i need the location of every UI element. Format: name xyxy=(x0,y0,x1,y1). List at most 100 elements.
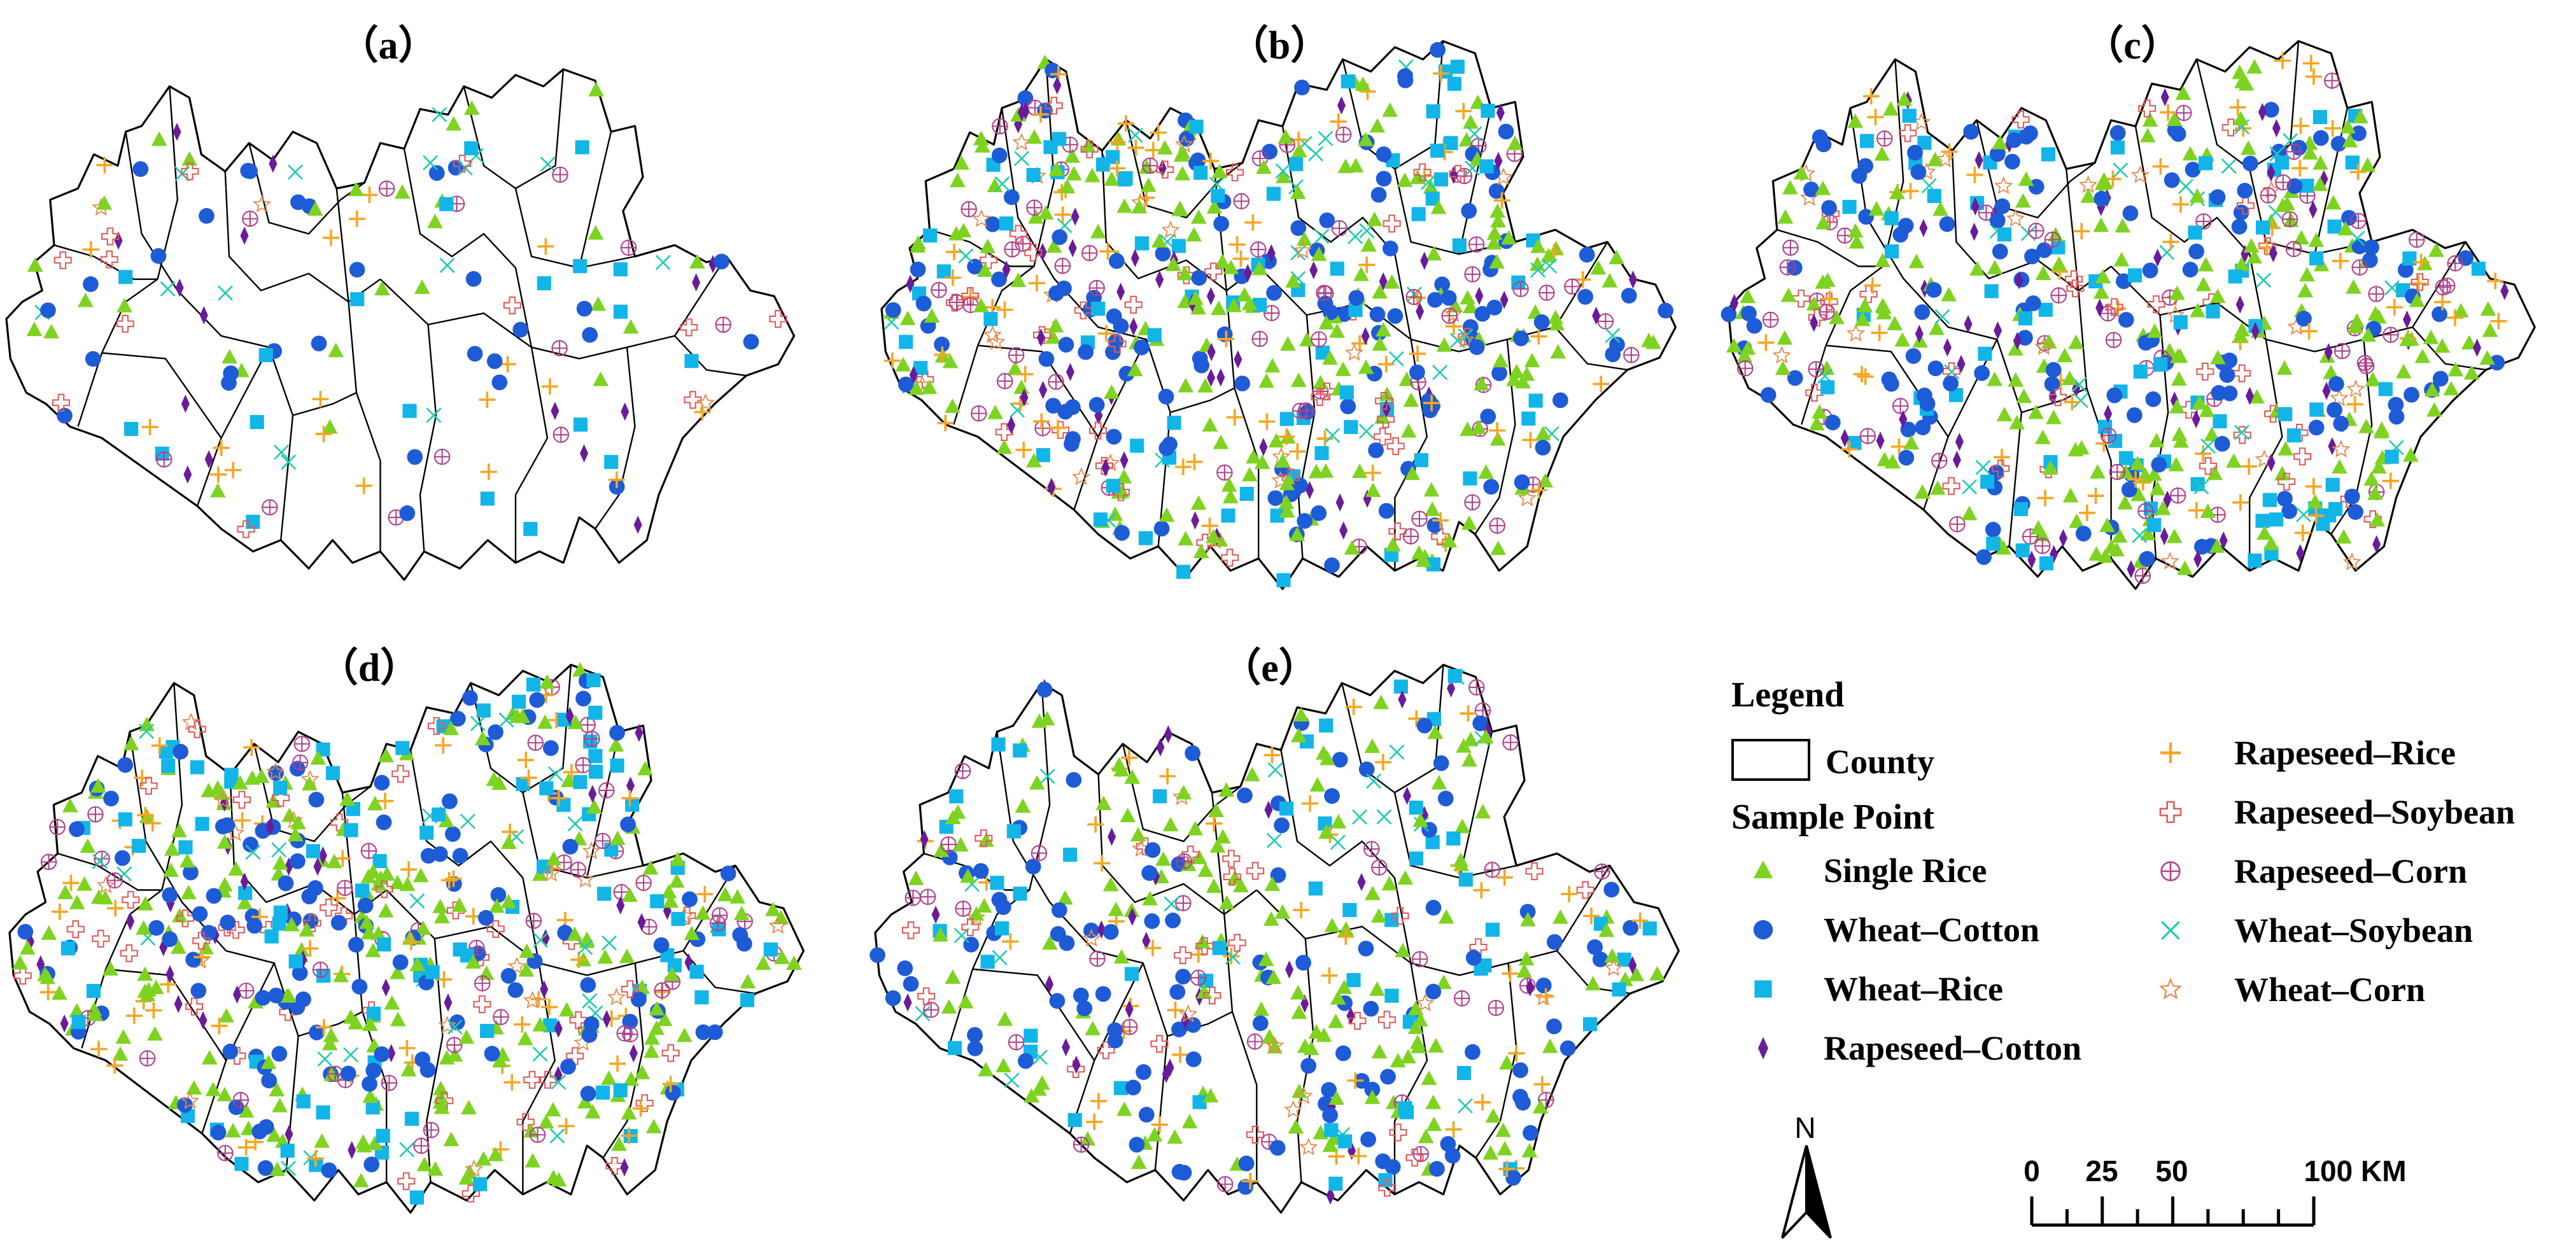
sample-point-diamond xyxy=(2324,343,2333,361)
sample-point-plus xyxy=(1498,1160,1516,1177)
sample-point-diamond xyxy=(1216,368,1225,387)
sample-point-diamond xyxy=(1130,249,1139,267)
sample-point-triangle xyxy=(1649,965,1665,981)
sample-point-circle xyxy=(201,925,217,941)
sample-point-star xyxy=(2346,379,2365,398)
sample-point-plus xyxy=(1757,334,1775,351)
sample-point-hollow-plus xyxy=(621,980,639,999)
sample-point-diamond xyxy=(1007,416,1016,435)
sample-point-square xyxy=(234,1156,249,1171)
sample-point-circle xyxy=(915,295,932,312)
north-arrow: N xyxy=(1781,1111,1832,1239)
sample-point-diamond xyxy=(1072,1055,1081,1074)
sample-point-diamond xyxy=(1129,317,1138,336)
sample-point-hollow-plus xyxy=(13,966,32,985)
sample-point-triangle xyxy=(400,1062,417,1077)
sample-point-square xyxy=(2098,419,2113,434)
sample-point-triangle xyxy=(978,1062,994,1077)
sample-point-triangle xyxy=(908,870,924,885)
sample-point-x xyxy=(281,1160,297,1176)
sample-point-circle xyxy=(103,790,119,807)
sample-point-circle-plus xyxy=(242,211,258,227)
sample-point-diamond xyxy=(114,231,123,250)
sample-point-triangle xyxy=(895,356,911,372)
sample-point-triangle xyxy=(2008,341,2023,356)
sample-point-circle-plus xyxy=(2109,463,2126,480)
sample-point-square xyxy=(2018,311,2032,326)
sample-point-circle xyxy=(580,977,596,993)
sample-point-circle xyxy=(1294,80,1310,95)
sample-point-circle xyxy=(243,836,258,853)
sample-point-triangle xyxy=(955,223,972,237)
county-boundary xyxy=(1170,387,1235,414)
sample-point-plus xyxy=(194,948,211,965)
sample-point-triangle xyxy=(577,1093,593,1109)
sample-point-circle xyxy=(177,1097,193,1113)
sample-point-diamond xyxy=(620,1158,629,1177)
sample-point-hollow-plus xyxy=(1386,437,1405,456)
sample-point-hollow-plus xyxy=(473,995,491,1014)
sample-point-x xyxy=(1421,174,1436,190)
sample-point-square xyxy=(1167,416,1181,430)
sample-point-circle-plus xyxy=(570,861,587,878)
sample-point-circle-plus xyxy=(156,451,172,468)
sample-point-triangle xyxy=(141,981,157,997)
panel-label-b: （b） xyxy=(1229,23,1330,67)
sample-point-square xyxy=(667,958,682,972)
sample-point-triangle xyxy=(1641,332,1657,347)
sample-point-circle-plus xyxy=(2176,104,2192,122)
sample-point-square xyxy=(740,993,755,1007)
sample-point-plus xyxy=(2410,275,2427,292)
sample-point-square xyxy=(1444,136,1458,150)
sample-point-circle xyxy=(897,960,913,976)
sample-point-plus xyxy=(696,885,714,902)
sample-point-triangle xyxy=(1815,274,1831,289)
sample-point-circle xyxy=(2167,122,2183,139)
sample-point-hollow-plus xyxy=(2236,197,2255,215)
sample-point-circle xyxy=(1105,344,1121,360)
sample-point-triangle xyxy=(1288,1119,1304,1134)
sample-point-hollow-plus xyxy=(53,251,72,269)
sample-point-x xyxy=(1010,402,1025,418)
sample-point-circle xyxy=(1974,365,1990,381)
sample-point-triangle xyxy=(572,662,588,677)
sample-point-triangle xyxy=(975,138,990,153)
county-boundary xyxy=(1976,120,2095,219)
sample-point-plus xyxy=(315,425,332,442)
sample-point-triangle xyxy=(973,297,989,312)
sample-point-circle-plus xyxy=(904,890,922,906)
sample-point-circle xyxy=(583,1016,600,1032)
sample-point-circle xyxy=(1429,1161,1445,1177)
sample-point-triangle xyxy=(1102,876,1119,892)
sample-point-hollow-plus xyxy=(100,250,118,269)
sample-point-square xyxy=(1426,104,1440,118)
sample-point-circle xyxy=(1434,276,1451,293)
sample-point-triangle xyxy=(1726,338,1742,353)
sample-point-plus xyxy=(376,792,393,810)
sample-point-circle-plus xyxy=(2358,358,2375,374)
sample-point-triangle xyxy=(1296,231,1313,246)
sample-point-plus xyxy=(211,1017,228,1034)
map-panel-b: （b） xyxy=(880,23,1677,591)
sample-point-circle xyxy=(1297,513,1313,529)
sample-point-diamond xyxy=(1810,314,1819,332)
sample-point-square xyxy=(573,259,588,274)
sample-point-circle-plus xyxy=(468,939,485,957)
sample-point-circle xyxy=(1066,772,1082,788)
sample-point-circle-plus xyxy=(1008,347,1025,363)
sample-point-circle xyxy=(2121,482,2137,498)
sample-point-circle xyxy=(295,991,311,1007)
sample-point-circle-plus xyxy=(1412,1146,1429,1163)
legend-symbol-star xyxy=(2159,978,2182,1000)
scale-label-25: 25 xyxy=(2085,1154,2118,1188)
sample-point-plus xyxy=(944,269,961,286)
sample-point-triangle xyxy=(1291,1083,1307,1098)
sample-point-square xyxy=(1902,108,1917,123)
sample-point-square xyxy=(409,1190,425,1205)
sample-point-circle xyxy=(1088,396,1105,413)
sample-point-triangle xyxy=(1520,911,1536,927)
sample-point-triangle xyxy=(1474,375,1489,391)
sample-point-circle xyxy=(1335,1045,1351,1062)
sample-point-plus xyxy=(1206,815,1223,832)
sample-point-triangle xyxy=(443,1132,460,1146)
